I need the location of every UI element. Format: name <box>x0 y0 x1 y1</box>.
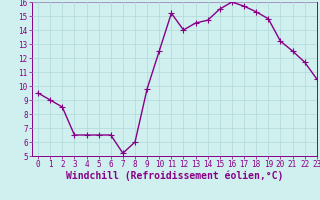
X-axis label: Windchill (Refroidissement éolien,°C): Windchill (Refroidissement éolien,°C) <box>66 171 283 181</box>
